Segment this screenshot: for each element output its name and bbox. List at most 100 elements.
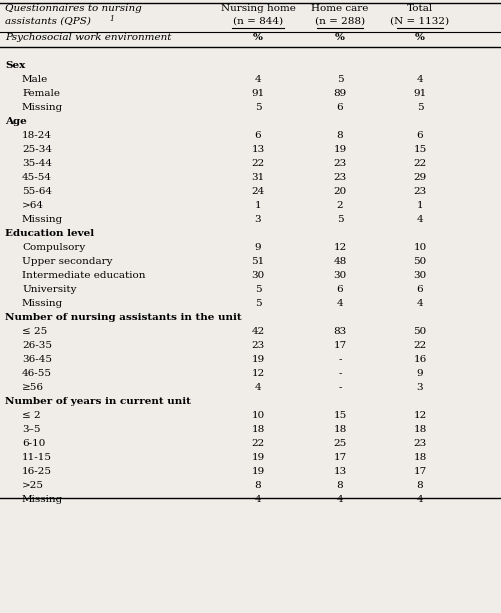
Text: 46-55: 46-55 bbox=[22, 369, 52, 378]
Text: 18: 18 bbox=[251, 425, 264, 434]
Text: Total: Total bbox=[406, 4, 432, 13]
Text: 4: 4 bbox=[416, 75, 422, 84]
Text: 19: 19 bbox=[251, 467, 264, 476]
Text: 13: 13 bbox=[333, 467, 346, 476]
Text: 5: 5 bbox=[254, 103, 261, 112]
Text: assistants (QPS): assistants (QPS) bbox=[5, 17, 91, 26]
Text: 83: 83 bbox=[333, 327, 346, 336]
Text: 18: 18 bbox=[333, 425, 346, 434]
Text: -: - bbox=[338, 369, 341, 378]
Text: (N = 1132): (N = 1132) bbox=[390, 17, 449, 26]
Text: 19: 19 bbox=[251, 453, 264, 462]
Text: 36-45: 36-45 bbox=[22, 355, 52, 364]
Text: 5: 5 bbox=[254, 285, 261, 294]
Text: 4: 4 bbox=[336, 299, 343, 308]
Text: -: - bbox=[338, 355, 341, 364]
Text: 23: 23 bbox=[412, 439, 426, 448]
Text: 25-34: 25-34 bbox=[22, 145, 52, 154]
Text: (n = 844): (n = 844) bbox=[232, 17, 283, 26]
Text: 6: 6 bbox=[416, 285, 422, 294]
Text: >25: >25 bbox=[22, 481, 44, 490]
Text: 30: 30 bbox=[251, 271, 264, 280]
Text: Number of years in current unit: Number of years in current unit bbox=[5, 397, 190, 406]
Text: 22: 22 bbox=[412, 341, 426, 350]
Text: 31: 31 bbox=[251, 173, 264, 182]
Text: 11-15: 11-15 bbox=[22, 453, 52, 462]
Text: 1: 1 bbox=[416, 201, 422, 210]
Text: 20: 20 bbox=[333, 187, 346, 196]
Text: 26-35: 26-35 bbox=[22, 341, 52, 350]
Text: Psychosocial work environment: Psychosocial work environment bbox=[5, 33, 171, 42]
Text: 3: 3 bbox=[254, 215, 261, 224]
Text: 18-24: 18-24 bbox=[22, 131, 52, 140]
Text: Compulsory: Compulsory bbox=[22, 243, 85, 252]
Text: 8: 8 bbox=[254, 481, 261, 490]
Text: 8: 8 bbox=[336, 481, 343, 490]
Text: 30: 30 bbox=[333, 271, 346, 280]
Text: Missing: Missing bbox=[22, 103, 63, 112]
Text: (n = 288): (n = 288) bbox=[314, 17, 364, 26]
Text: 17: 17 bbox=[333, 341, 346, 350]
Text: 18: 18 bbox=[412, 425, 426, 434]
Text: Home care: Home care bbox=[311, 4, 368, 13]
Text: 3: 3 bbox=[416, 383, 422, 392]
Text: 18: 18 bbox=[412, 453, 426, 462]
Text: ≥56: ≥56 bbox=[22, 383, 44, 392]
Text: 9: 9 bbox=[254, 243, 261, 252]
Text: 6: 6 bbox=[416, 131, 422, 140]
Text: Number of nursing assistants in the unit: Number of nursing assistants in the unit bbox=[5, 313, 241, 322]
Text: 4: 4 bbox=[254, 383, 261, 392]
Text: 2: 2 bbox=[336, 201, 343, 210]
Text: 22: 22 bbox=[251, 159, 264, 168]
Text: 9: 9 bbox=[416, 369, 422, 378]
Text: 12: 12 bbox=[412, 411, 426, 420]
Text: 6-10: 6-10 bbox=[22, 439, 45, 448]
Text: 16: 16 bbox=[412, 355, 426, 364]
Text: Female: Female bbox=[22, 89, 60, 98]
Text: 30: 30 bbox=[412, 271, 426, 280]
Text: 6: 6 bbox=[336, 103, 343, 112]
Text: 19: 19 bbox=[251, 355, 264, 364]
Text: 8: 8 bbox=[416, 481, 422, 490]
Text: %: % bbox=[253, 33, 263, 42]
Text: 17: 17 bbox=[412, 467, 426, 476]
Text: Missing: Missing bbox=[22, 495, 63, 504]
Text: 25: 25 bbox=[333, 439, 346, 448]
Text: Education level: Education level bbox=[5, 229, 94, 238]
Text: University: University bbox=[22, 285, 76, 294]
Text: 15: 15 bbox=[412, 145, 426, 154]
Text: 12: 12 bbox=[333, 243, 346, 252]
Text: 22: 22 bbox=[412, 159, 426, 168]
Text: >64: >64 bbox=[22, 201, 44, 210]
Text: ≤ 2: ≤ 2 bbox=[22, 411, 41, 420]
Text: 35-44: 35-44 bbox=[22, 159, 52, 168]
Text: 4: 4 bbox=[416, 299, 422, 308]
Text: 23: 23 bbox=[412, 187, 426, 196]
Text: 45-54: 45-54 bbox=[22, 173, 52, 182]
Text: 24: 24 bbox=[251, 187, 264, 196]
Text: 10: 10 bbox=[251, 411, 264, 420]
Text: Nursing home: Nursing home bbox=[220, 4, 295, 13]
Text: 17: 17 bbox=[333, 453, 346, 462]
Text: 55-64: 55-64 bbox=[22, 187, 52, 196]
Text: 51: 51 bbox=[251, 257, 264, 266]
Text: 91: 91 bbox=[412, 89, 426, 98]
Text: 89: 89 bbox=[333, 89, 346, 98]
Text: 4: 4 bbox=[254, 75, 261, 84]
Text: 16-25: 16-25 bbox=[22, 467, 52, 476]
Text: 12: 12 bbox=[251, 369, 264, 378]
Text: 5: 5 bbox=[336, 215, 343, 224]
Text: 1: 1 bbox=[254, 201, 261, 210]
Text: 6: 6 bbox=[254, 131, 261, 140]
Text: 23: 23 bbox=[333, 173, 346, 182]
Text: 48: 48 bbox=[333, 257, 346, 266]
Text: 42: 42 bbox=[251, 327, 264, 336]
Text: 4: 4 bbox=[254, 495, 261, 504]
Text: -: - bbox=[338, 383, 341, 392]
Text: Male: Male bbox=[22, 75, 48, 84]
Text: 4: 4 bbox=[416, 215, 422, 224]
Text: 50: 50 bbox=[412, 327, 426, 336]
Text: 29: 29 bbox=[412, 173, 426, 182]
Text: 23: 23 bbox=[251, 341, 264, 350]
Text: Questionnaires to nursing: Questionnaires to nursing bbox=[5, 4, 141, 13]
